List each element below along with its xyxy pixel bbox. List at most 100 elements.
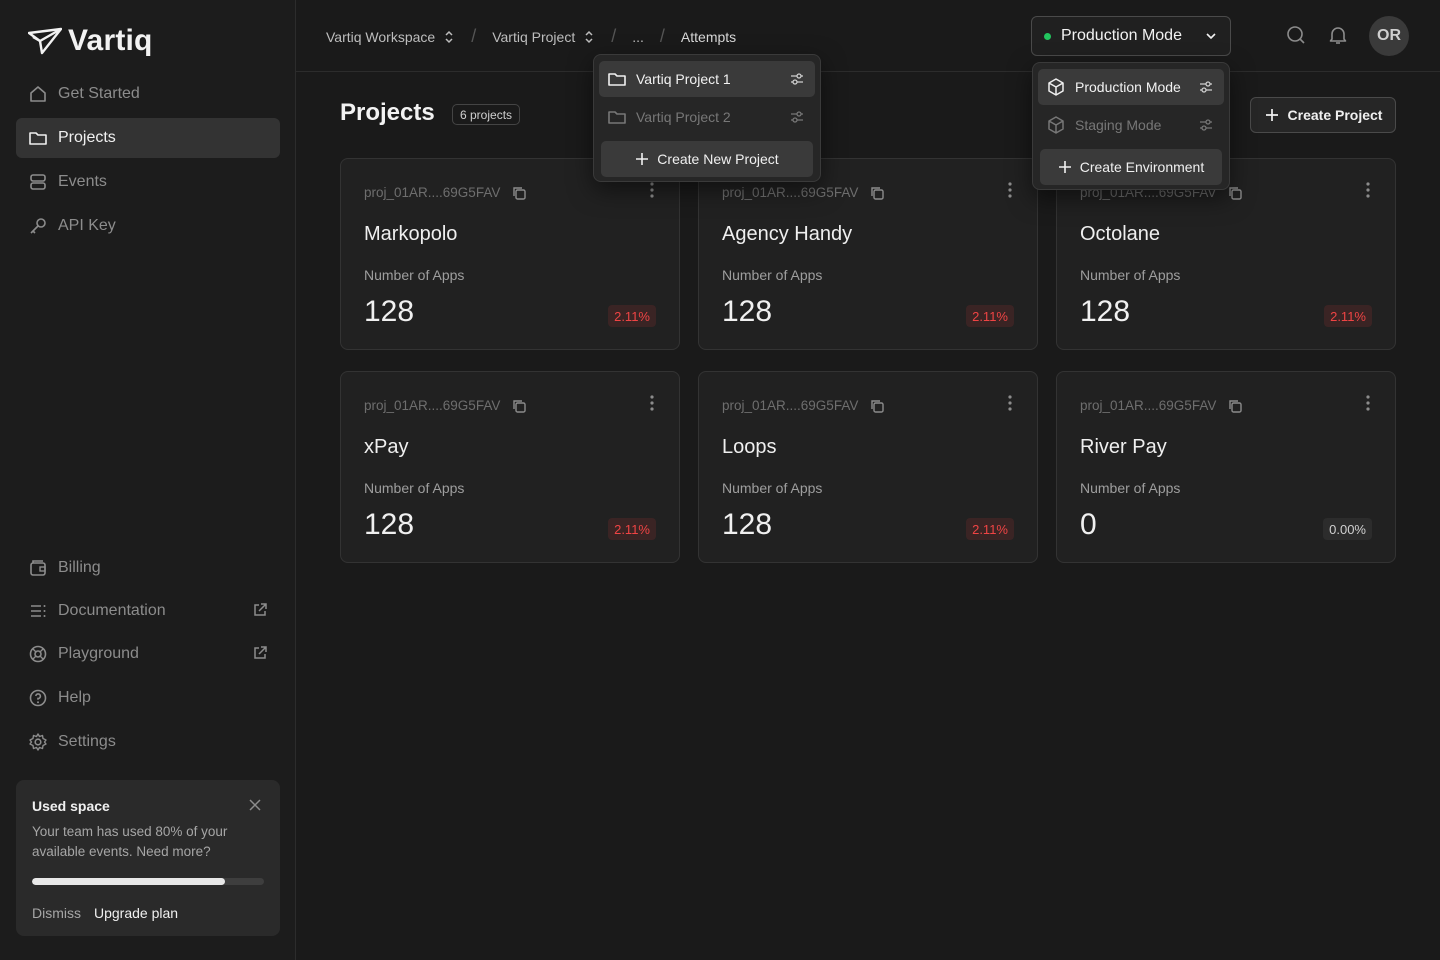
home-icon	[30, 86, 46, 102]
help-icon	[29, 689, 47, 707]
project-id: proj_01AR....69G5FAV	[1080, 398, 1243, 413]
sliders-icon[interactable]	[789, 109, 805, 125]
usage-title: Used space	[32, 798, 110, 814]
more-vertical-icon[interactable]	[649, 394, 655, 412]
project-card[interactable]: proj_01AR....69G5FAV Octolane Number of Ap…	[1056, 158, 1396, 350]
folder-icon	[608, 111, 626, 124]
breadcrumb-ellipsis[interactable]: ...	[632, 28, 644, 45]
environment-option-staging[interactable]: Staging Mode	[1038, 107, 1224, 143]
sidebar-item-documentation[interactable]: Documentation	[16, 591, 280, 631]
create-new-project-button[interactable]: Create New Project	[601, 141, 813, 177]
copy-icon[interactable]	[512, 399, 527, 413]
page-title: Projects	[340, 99, 435, 126]
breadcrumb-separator: /	[611, 26, 617, 46]
project-card[interactable]: proj_01AR....69G5FAV Loops Number of Apps 1…	[698, 371, 1038, 563]
more-vertical-icon[interactable]	[1365, 394, 1371, 412]
environment-option-label: Staging Mode	[1075, 117, 1162, 133]
project-option-label: Vartiq Project 2	[636, 109, 731, 125]
project-name: River Pay	[1080, 436, 1167, 458]
folder-icon	[29, 132, 47, 145]
database-icon	[30, 174, 46, 190]
project-id-text: proj_01AR....69G5FAV	[1080, 398, 1217, 413]
metric-label: Number of Apps	[722, 480, 823, 496]
paper-plane-icon	[28, 27, 62, 55]
sidebar-item-playground[interactable]: Playground	[16, 634, 280, 674]
more-vertical-icon[interactable]	[1007, 394, 1013, 412]
breadcrumb-label: Vartiq Project	[492, 28, 576, 45]
copy-icon[interactable]	[1228, 399, 1243, 413]
environment-option-label: Production Mode	[1075, 79, 1181, 95]
gear-icon	[29, 733, 47, 751]
project-card[interactable]: proj_01AR....69G5FAV River Pay Number of A…	[1056, 371, 1396, 563]
change-badge: 2.11%	[608, 305, 656, 327]
sidebar-item-billing[interactable]: Billing	[16, 548, 280, 588]
usage-description: Your team has used 80% of your available…	[32, 824, 228, 859]
more-vertical-icon[interactable]	[1365, 181, 1371, 199]
project-card[interactable]: proj_01AR....69G5FAV xPay Number of Apps 12…	[340, 371, 680, 563]
metric-value: 128	[722, 508, 773, 541]
project-switcher-dropdown: Vartiq Project 1 Vartiq Project 2 Create…	[593, 54, 821, 182]
sidebar-item-get-started[interactable]: Get Started	[16, 74, 280, 114]
breadcrumb-workspace[interactable]: Vartiq Workspace	[326, 29, 455, 45]
copy-icon[interactable]	[1228, 186, 1243, 200]
chevron-up-down-icon	[445, 30, 453, 43]
breadcrumb: Vartiq Workspace / Vartiq Project / ... …	[326, 26, 736, 47]
sidebar-item-projects[interactable]: Projects	[16, 118, 280, 158]
project-option-2[interactable]: Vartiq Project 2	[599, 99, 815, 135]
sliders-icon[interactable]	[1198, 79, 1214, 95]
breadcrumb-separator: /	[659, 26, 665, 46]
project-count-badge: 6 projects	[452, 104, 521, 125]
dismiss-button[interactable]: Dismiss	[32, 905, 81, 921]
project-name: xPay	[364, 436, 409, 458]
sidebar-item-settings[interactable]: Settings	[16, 722, 280, 762]
project-id: proj_01AR....69G5FAV	[364, 185, 527, 200]
logo[interactable]: Vartiq	[28, 24, 153, 58]
sidebar-item-events[interactable]: Events	[16, 162, 280, 202]
close-icon[interactable]	[248, 798, 262, 812]
docs-icon	[31, 605, 46, 617]
chevron-up-down-icon	[585, 30, 593, 43]
environment-select[interactable]: Production Mode	[1031, 16, 1231, 56]
sidebar: Vartiq Get Started Projects Events API K…	[0, 0, 296, 960]
project-card[interactable]: proj_01AR....69G5FAV Agency Handy Number o…	[698, 158, 1038, 350]
metric-label: Number of Apps	[364, 480, 465, 496]
project-name: Agency Handy	[722, 223, 853, 245]
metric-value: 128	[722, 295, 773, 328]
bell-icon[interactable]	[1327, 24, 1349, 46]
more-vertical-icon[interactable]	[1007, 181, 1013, 199]
create-environment-button[interactable]: Create Environment	[1040, 149, 1222, 185]
project-id-text: proj_01AR....69G5FAV	[364, 185, 501, 200]
sidebar-item-label: Get Started	[58, 85, 140, 102]
sliders-icon[interactable]	[789, 71, 805, 87]
metric-label: Number of Apps	[1080, 267, 1181, 283]
project-id-text: proj_01AR....69G5FAV	[722, 398, 859, 413]
metric-label: Number of Apps	[364, 267, 465, 283]
metric-value: 0	[1080, 508, 1097, 541]
more-vertical-icon[interactable]	[649, 181, 655, 199]
search-icon[interactable]	[1285, 24, 1307, 46]
upgrade-plan-button[interactable]: Upgrade plan	[94, 905, 179, 921]
usage-progress-fill	[32, 878, 225, 885]
project-id: proj_01AR....69G5FAV	[722, 398, 885, 413]
sidebar-item-api-key[interactable]: API Key	[16, 206, 280, 246]
change-badge: 2.11%	[966, 518, 1014, 540]
copy-icon[interactable]	[870, 186, 885, 200]
sidebar-item-help[interactable]: Help	[16, 678, 280, 718]
sidebar-item-label: API Key	[58, 217, 116, 234]
project-name: Markopolo	[364, 223, 458, 245]
copy-icon[interactable]	[870, 399, 885, 413]
breadcrumb-label: Vartiq Workspace	[326, 28, 436, 45]
project-option-1[interactable]: Vartiq Project 1	[599, 61, 815, 97]
folder-icon	[608, 73, 626, 86]
avatar[interactable]: OR	[1369, 16, 1409, 56]
copy-icon[interactable]	[512, 186, 527, 200]
breadcrumb-current[interactable]: Attempts	[680, 28, 737, 45]
usage-card: Used space Your team has used 80% of you…	[16, 780, 280, 936]
environment-option-production[interactable]: Production Mode	[1038, 69, 1224, 105]
plus-icon	[636, 153, 649, 165]
sliders-icon[interactable]	[1198, 117, 1214, 133]
breadcrumb-project[interactable]: Vartiq Project	[492, 29, 595, 45]
create-new-project-label: Create New Project	[657, 151, 779, 167]
project-card[interactable]: proj_01AR....69G5FAV Markopolo Number of A…	[340, 158, 680, 350]
create-project-button[interactable]: Create Project	[1250, 97, 1396, 133]
